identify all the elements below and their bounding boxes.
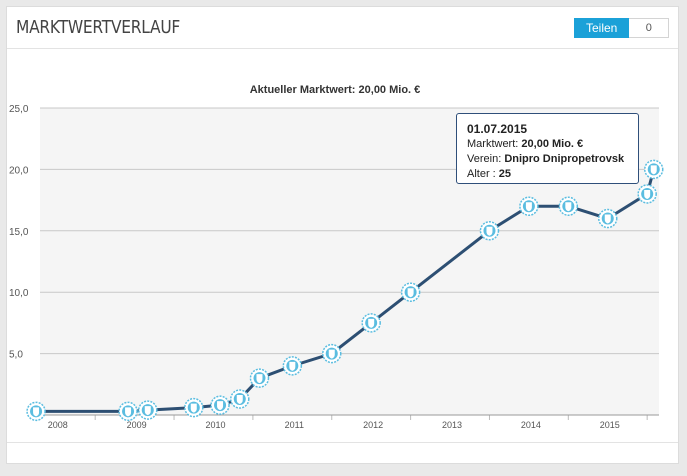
data-point[interactable] [637,184,657,204]
chart-title: Aktueller Marktwert: 20,00 Mio. € [250,84,421,96]
y-tick-label: 10,0 [9,288,29,299]
tooltip-date: 01.07.2015 [467,122,528,136]
data-point[interactable] [361,313,381,333]
x-tick-label: 2013 [442,420,462,430]
y-tick-label: 15,0 [9,227,29,238]
data-point[interactable] [643,159,664,180]
tooltip-alter-label: Alter : [467,168,496,180]
x-tick-label: 2015 [600,420,620,430]
data-point[interactable] [558,196,579,216]
card-header: MARKTWERTVERLAUF Teilen 0 [7,7,678,49]
y-tick-label: 25,0 [9,104,29,115]
share-count: 0 [629,18,670,38]
data-point[interactable] [519,196,539,216]
data-point[interactable] [138,400,158,420]
x-tick-label: 2010 [205,420,225,430]
data-point[interactable] [230,389,250,409]
data-point[interactable] [400,282,421,302]
x-tick-label: 2014 [521,420,541,430]
tooltip-marktwert-label: Marktwert: [467,138,519,150]
card-title: MARKTWERTVERLAUF [16,17,181,38]
y-tick-label: 5,0 [9,350,23,361]
data-point[interactable] [184,397,204,418]
data-point[interactable] [210,395,230,415]
x-tick-label: 2008 [48,420,68,430]
y-tick-label: 20,0 [9,165,29,176]
data-point[interactable] [249,368,270,388]
x-tick-label: 2011 [285,420,304,430]
data-point[interactable] [322,343,342,364]
tooltip-verein-label: Verein: [467,153,502,165]
tooltip-verein-value: Dnipro Dnipropetrovsk [504,153,625,165]
share-button[interactable]: Teilen [574,18,630,38]
data-point[interactable] [282,356,303,376]
tooltip-alter-row: Alter : 25 [467,167,628,182]
x-tick-label: 2012 [363,420,383,430]
data-point[interactable] [118,401,138,422]
tooltip-verein-row: Verein: Dnipro Dnipropetrovsk [467,152,628,167]
tooltip-marktwert-value: 20,00 Mio. € [521,138,584,150]
data-tooltip: 01.07.2015 Marktwert: 20,00 Mio. € Verei… [456,113,639,184]
share-widget: Teilen 0 [574,18,670,38]
data-point[interactable] [597,208,618,229]
card-footer [7,442,678,463]
tooltip-alter-value: 25 [498,168,512,180]
tooltip-marktwert-row: Marktwert: 20,00 Mio. € [467,137,628,152]
x-tick-label: 2009 [127,420,147,430]
data-point[interactable] [479,221,500,241]
data-point[interactable] [26,401,46,422]
